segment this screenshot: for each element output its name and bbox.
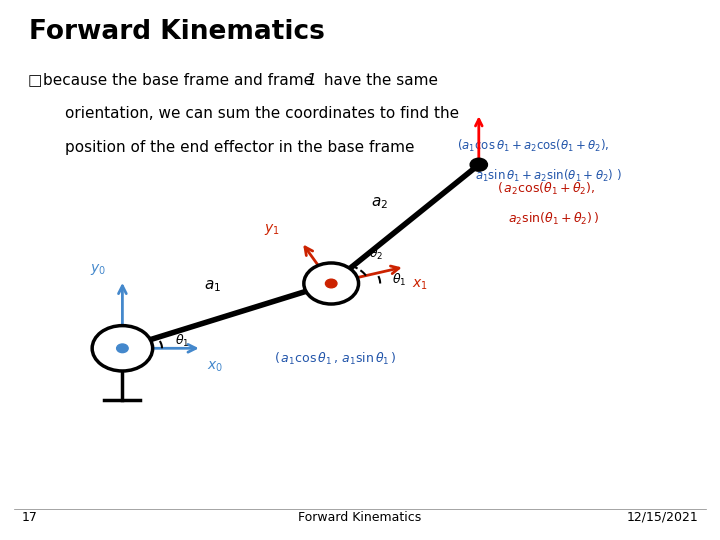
Text: have the same: have the same bbox=[319, 73, 438, 88]
Circle shape bbox=[117, 344, 128, 353]
Text: $x_1$: $x_1$ bbox=[412, 278, 428, 292]
Circle shape bbox=[325, 279, 337, 288]
Text: $x_0$: $x_0$ bbox=[207, 359, 223, 374]
Text: □: □ bbox=[27, 73, 42, 88]
Text: $a_1$: $a_1$ bbox=[204, 279, 221, 294]
Text: 17: 17 bbox=[22, 511, 37, 524]
Text: because the base frame and frame: because the base frame and frame bbox=[43, 73, 318, 88]
Text: $a_1 \sin \theta_1 + a_2 \sin(\theta_1 + \theta_2)\ )$: $a_1 \sin \theta_1 + a_2 \sin(\theta_1 +… bbox=[475, 167, 622, 184]
Text: $y_0$: $y_0$ bbox=[90, 262, 106, 278]
Text: $y_1$: $y_1$ bbox=[264, 222, 280, 237]
Text: $\theta_2$: $\theta_2$ bbox=[369, 246, 383, 262]
Text: $a_2 \sin(\theta_1 + \theta_2) \, )$: $a_2 \sin(\theta_1 + \theta_2) \, )$ bbox=[508, 211, 599, 227]
Text: 1: 1 bbox=[306, 73, 316, 88]
Text: $a_2$: $a_2$ bbox=[372, 195, 388, 211]
Text: $( a_1 \cos \theta_1 + a_2 \cos(\theta_1 + \theta_2),$: $( a_1 \cos \theta_1 + a_2 \cos(\theta_1… bbox=[457, 138, 610, 154]
Text: $\theta_1$: $\theta_1$ bbox=[392, 272, 406, 288]
Circle shape bbox=[92, 326, 153, 371]
Text: Forward Kinematics: Forward Kinematics bbox=[298, 511, 422, 524]
Text: $( \, a_1 \cos \theta_1 \, , \, a_1 \sin \theta_1 \, )$: $( \, a_1 \cos \theta_1 \, , \, a_1 \sin… bbox=[274, 351, 396, 367]
Text: 12/15/2021: 12/15/2021 bbox=[626, 511, 698, 524]
Text: $\theta_1$: $\theta_1$ bbox=[175, 333, 189, 349]
Text: $( \, a_2 \cos(\theta_1 + \theta_2),$: $( \, a_2 \cos(\theta_1 + \theta_2),$ bbox=[497, 181, 595, 197]
Text: position of the end effector in the base frame: position of the end effector in the base… bbox=[65, 140, 414, 155]
Circle shape bbox=[470, 158, 487, 171]
Text: orientation, we can sum the coordinates to find the: orientation, we can sum the coordinates … bbox=[65, 106, 459, 122]
Text: Forward Kinematics: Forward Kinematics bbox=[29, 19, 325, 45]
Circle shape bbox=[304, 263, 359, 304]
